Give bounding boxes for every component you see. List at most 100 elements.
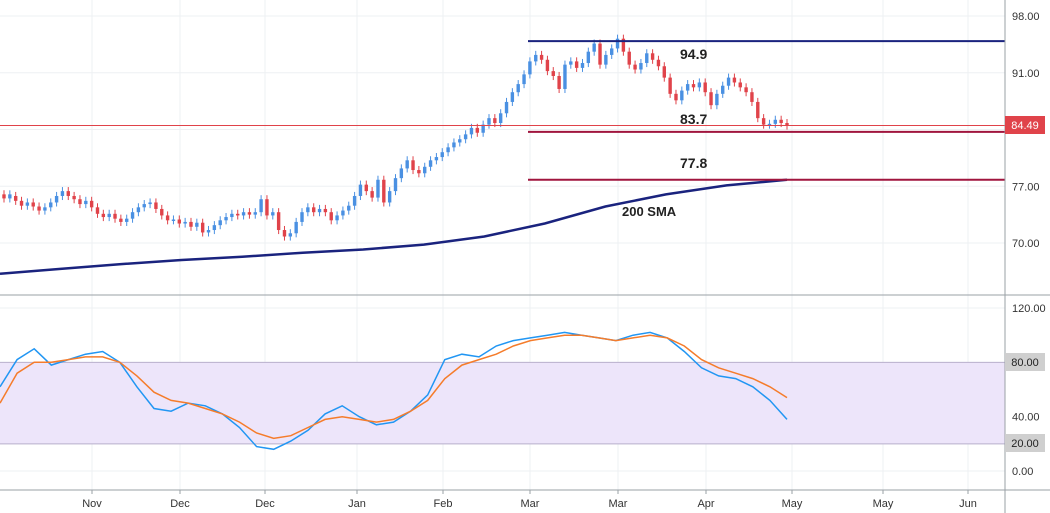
candle-body: [78, 199, 82, 205]
rsi-20-tag-value: 20.00: [1011, 438, 1039, 450]
candle-body: [674, 93, 678, 101]
candle-body: [487, 118, 491, 125]
rsi-80-tag: 80.00: [1005, 353, 1045, 371]
candle-body: [276, 212, 281, 231]
candle-body: [668, 77, 672, 94]
candle-body: [452, 142, 456, 148]
candle-body: [265, 199, 269, 216]
price-tick-label: 70.00: [1012, 238, 1040, 250]
price-tag-value: 84.49: [1011, 120, 1039, 132]
candle-body: [317, 208, 322, 213]
candle-body: [364, 184, 368, 192]
stochastic-lines: [0, 331, 788, 451]
candle-body: [60, 191, 65, 196]
candle-body: [563, 64, 567, 89]
candle-body: [160, 208, 164, 216]
candle-body: [148, 202, 152, 205]
candle-body: [393, 178, 398, 192]
candle-body: [528, 61, 532, 75]
candle-body: [721, 85, 725, 94]
stoch-k-line: [0, 331, 788, 451]
candle-body: [534, 54, 538, 62]
candle-body: [142, 204, 146, 208]
candle-body: [557, 75, 561, 89]
candle-body: [387, 191, 392, 203]
candle-body: [89, 200, 94, 208]
candle-body: [259, 199, 263, 213]
candle-body: [352, 195, 357, 206]
rsi-band-group: [0, 361, 1005, 445]
candle-body: [335, 215, 339, 221]
horizontal-levels: [0, 40, 1005, 181]
candle-body: [738, 82, 742, 88]
candle-body: [498, 113, 503, 124]
candle-body: [598, 43, 602, 65]
candle-body: [569, 61, 573, 65]
candle-body: [767, 123, 772, 126]
candle-body: [125, 218, 129, 222]
candle-body: [8, 194, 12, 199]
candle-body: [341, 210, 345, 216]
candle-body: [481, 124, 485, 133]
candle-body: [423, 166, 427, 174]
candle-body: [446, 147, 450, 153]
candle-body: [306, 207, 310, 213]
candle-body: [761, 118, 766, 125]
candle-body: [54, 195, 59, 203]
candle-body: [610, 48, 614, 55]
x-tick-label: Jan: [348, 498, 366, 510]
candle-body: [645, 53, 649, 64]
x-tick-label: Dec: [255, 498, 275, 510]
stoch-tick-label: 40.00: [1012, 412, 1040, 424]
candle-body: [627, 51, 631, 65]
candle-body: [732, 77, 737, 83]
candle-body: [399, 168, 404, 179]
candle-body: [551, 71, 555, 76]
x-tick-label: Apr: [697, 498, 714, 510]
candle-body: [31, 202, 35, 207]
candle-body: [411, 160, 415, 171]
candle-body: [469, 127, 474, 135]
candle-body: [323, 208, 328, 213]
candle-body: [247, 212, 252, 215]
stoch-d-line: [0, 334, 788, 440]
candle-body: [66, 191, 70, 196]
candle-body: [656, 59, 661, 67]
candle-body: [417, 170, 421, 174]
candle-body: [709, 92, 713, 106]
candles-series: [2, 34, 789, 241]
candle-body: [241, 212, 246, 216]
candle-body: [253, 212, 257, 215]
price-tick-label: 77.00: [1012, 181, 1040, 193]
candle-body: [300, 212, 304, 222]
sma-label: 200 SMA: [622, 204, 677, 219]
rsi-80-tag-background: [1005, 353, 1045, 371]
candle-body: [691, 84, 696, 88]
candle-body: [183, 221, 187, 224]
candle-body: [84, 200, 88, 205]
level-label-94-9: 94.9: [680, 46, 707, 62]
candle-body: [574, 61, 579, 68]
price-tag: 84.49: [1005, 116, 1045, 134]
candle-body: [697, 82, 702, 88]
candle-body: [370, 191, 374, 198]
candle-body: [218, 220, 222, 226]
candle-body: [329, 212, 333, 221]
candle-body: [19, 200, 24, 206]
candle-body: [458, 139, 462, 143]
candle-body: [43, 207, 47, 211]
candle-body: [311, 207, 316, 213]
candle-body: [13, 195, 18, 201]
rsi-80-tag-value: 80.00: [1011, 357, 1039, 369]
candle-body: [580, 63, 585, 68]
x-tick-label: Nov: [82, 498, 102, 510]
candle-body: [750, 92, 754, 102]
candle-body: [195, 222, 199, 227]
sma-series: [0, 178, 788, 276]
x-tick-label: Dec: [170, 498, 190, 510]
candle-body: [189, 221, 193, 227]
candle-body: [136, 207, 141, 213]
candle-body: [685, 84, 690, 91]
candle-body: [37, 206, 41, 211]
